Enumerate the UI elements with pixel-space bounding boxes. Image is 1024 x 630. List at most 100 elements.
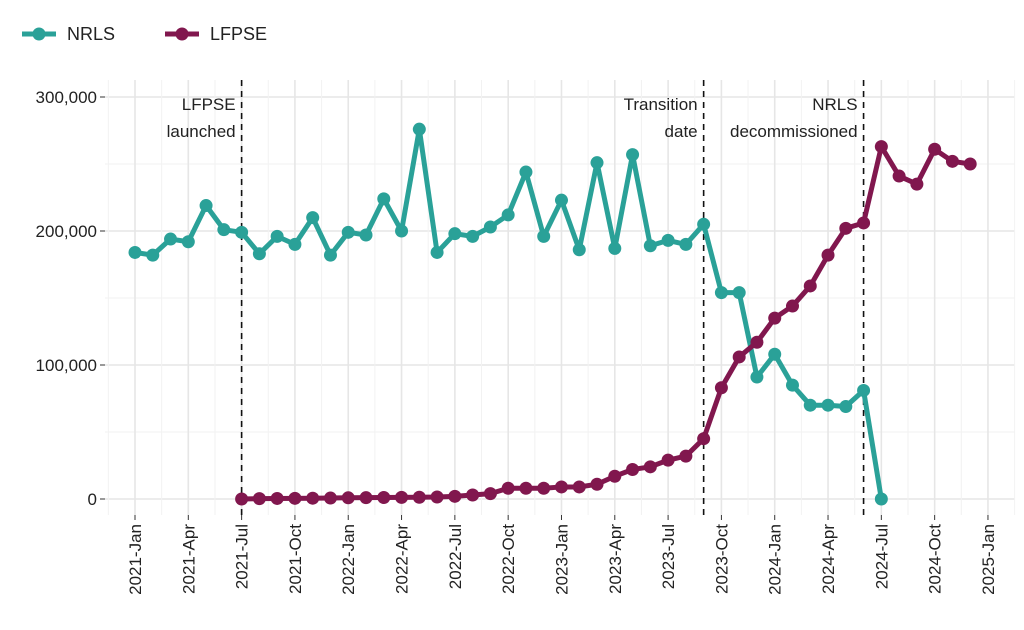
data-point-nrls (519, 165, 533, 179)
legend-label: LFPSE (210, 24, 267, 44)
data-point-lfpse (839, 221, 853, 235)
data-point-lfpse (945, 154, 959, 168)
data-point-lfpse (928, 142, 942, 156)
data-point-lfpse (235, 492, 249, 506)
x-tick-label: 2023-Jan (552, 524, 571, 595)
x-tick-label: 2023-Oct (712, 524, 731, 594)
data-point-nrls (643, 239, 657, 253)
data-point-lfpse (519, 481, 533, 495)
data-point-lfpse (430, 490, 444, 504)
x-tick-label: 2021-Apr (179, 524, 198, 594)
x-tick-label: 2024-Oct (926, 524, 945, 594)
data-point-nrls (181, 235, 195, 249)
data-point-lfpse (892, 169, 906, 183)
data-point-lfpse (963, 157, 977, 171)
y-tick-label: 100,000 (36, 356, 97, 375)
data-point-lfpse (590, 477, 604, 491)
gridlines (105, 80, 1016, 515)
data-point-lfpse (412, 490, 426, 504)
legend-marker (32, 27, 46, 41)
data-point-lfpse (537, 481, 551, 495)
data-point-nrls (252, 247, 266, 261)
data-point-lfpse (448, 489, 462, 503)
data-point-lfpse (483, 487, 497, 501)
data-point-nrls (288, 237, 302, 251)
data-point-nrls (661, 233, 675, 247)
data-point-nrls (341, 225, 355, 239)
data-point-lfpse (306, 491, 320, 505)
annotation-label: date (665, 122, 698, 141)
data-point-nrls (803, 398, 817, 412)
data-point-nrls (785, 378, 799, 392)
x-tick-label: 2022-Jul (446, 524, 465, 589)
data-point-nrls (430, 245, 444, 259)
x-tick-label: 2023-Jul (659, 524, 678, 589)
legend: NRLS LFPSE (22, 24, 267, 44)
data-point-nrls (128, 245, 142, 259)
annotation-label: launched (167, 122, 236, 141)
data-point-lfpse (661, 453, 675, 467)
data-point-lfpse (714, 381, 728, 395)
data-point-lfpse (341, 491, 355, 505)
data-point-nrls (874, 492, 888, 506)
data-point-lfpse (732, 350, 746, 364)
data-point-lfpse (359, 491, 373, 505)
data-point-lfpse (288, 491, 302, 505)
data-point-nrls (217, 223, 231, 237)
data-point-nrls (146, 248, 160, 262)
legend-label: NRLS (67, 24, 115, 44)
y-tick-label: 200,000 (36, 222, 97, 241)
data-point-nrls (537, 229, 551, 243)
data-point-lfpse (857, 216, 871, 230)
x-tick-label: 2022-Jan (339, 524, 358, 595)
data-point-lfpse (643, 460, 657, 474)
data-point-lfpse (395, 490, 409, 504)
data-point-nrls (626, 148, 640, 162)
annotation-label: decommissioned (730, 122, 858, 141)
x-tick-label: 2024-Apr (819, 524, 838, 594)
annotation-label: NRLS (812, 95, 857, 114)
data-point-lfpse (501, 481, 515, 495)
data-point-nrls (359, 228, 373, 242)
x-tick-label: 2022-Apr (393, 524, 412, 594)
data-point-nrls (714, 286, 728, 300)
data-point-nrls (554, 193, 568, 207)
data-point-nrls (608, 241, 622, 255)
data-point-nrls (501, 208, 515, 222)
data-point-lfpse (750, 335, 764, 349)
x-tick-label: 2021-Jan (126, 524, 145, 595)
data-point-nrls (270, 229, 284, 243)
data-point-nrls (235, 225, 249, 239)
data-point-lfpse (323, 491, 337, 505)
data-point-nrls (412, 122, 426, 136)
data-point-nrls (572, 243, 586, 257)
data-point-lfpse (821, 248, 835, 262)
x-tick-label: 2022-Oct (499, 524, 518, 594)
data-point-nrls (323, 248, 337, 262)
x-tick-label: 2024-Jul (872, 524, 891, 589)
data-point-nrls (697, 217, 711, 231)
data-point-lfpse (626, 463, 640, 477)
data-point-nrls (164, 232, 178, 246)
event-lines: LFPSE launched Transition date NRLS decommiss… (167, 80, 865, 515)
data-point-lfpse (554, 480, 568, 494)
x-tick-label: 2021-Jul (233, 524, 252, 589)
axes: 0 100,000 200,000 300,000 2021-Jan 2021-Apr 20… (36, 88, 998, 595)
data-point-nrls (750, 370, 764, 384)
annotation-label: Transition (624, 95, 698, 114)
data-point-lfpse (466, 488, 480, 502)
data-point-nrls (199, 199, 213, 213)
legend-marker (175, 27, 189, 41)
data-point-nrls (395, 224, 409, 238)
data-point-nrls (839, 400, 853, 414)
data-point-lfpse (270, 491, 284, 505)
data-point-nrls (768, 347, 782, 361)
data-point-nrls (306, 211, 320, 225)
data-point-lfpse (803, 279, 817, 293)
data-point-lfpse (572, 480, 586, 494)
data-point-nrls (821, 398, 835, 412)
data-point-nrls (857, 383, 871, 397)
data-point-lfpse (697, 432, 711, 446)
data-point-nrls (590, 156, 604, 170)
